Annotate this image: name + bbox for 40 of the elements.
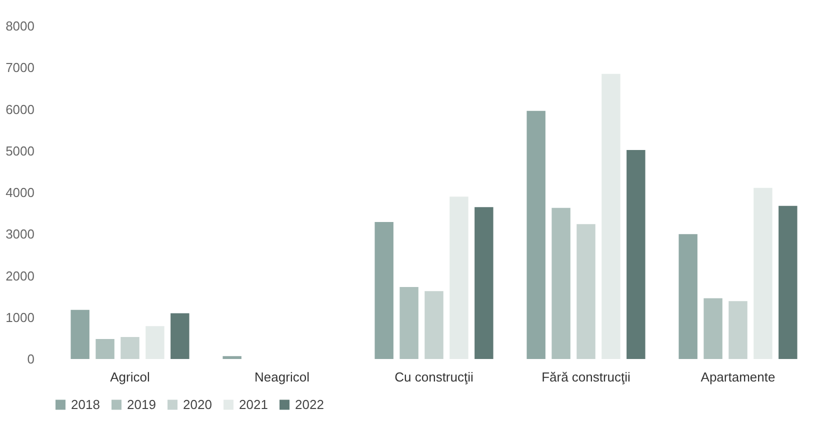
- bar: [626, 150, 646, 359]
- bar: [222, 356, 242, 359]
- bar: [576, 224, 596, 359]
- y-tick-label: 1000: [6, 310, 34, 325]
- bar: [120, 336, 140, 359]
- bar: [526, 110, 546, 359]
- bar: [450, 196, 468, 359]
- bar: [146, 326, 164, 359]
- legend-label: 2019: [127, 396, 156, 412]
- bar: [70, 310, 90, 359]
- y-tick-label: 3000: [6, 226, 34, 242]
- y-tick-label: 5000: [6, 143, 34, 158]
- bar: [778, 206, 798, 359]
- legend-label: 2021: [239, 396, 268, 412]
- x-tick-label: Cu construcţii: [394, 370, 474, 384]
- y-tick-label: 2000: [6, 268, 34, 284]
- bar: [424, 291, 444, 359]
- y-tick-label: 4000: [6, 185, 34, 200]
- bar: [374, 222, 394, 359]
- bar: [400, 286, 418, 359]
- y-tick-label: 0: [27, 352, 34, 366]
- bar: [754, 188, 772, 359]
- y-tick-label: 6000: [6, 102, 34, 117]
- x-tick-label: Neagricol: [254, 370, 310, 384]
- bar: [474, 207, 494, 359]
- y-tick-label: 8000: [6, 18, 34, 34]
- bar: [170, 313, 190, 359]
- bar: [96, 339, 114, 359]
- bar: [602, 74, 620, 359]
- y-tick-label: 7000: [6, 60, 34, 76]
- bar: [678, 234, 698, 359]
- bar: [704, 298, 722, 359]
- x-tick-label: Apartamente: [700, 370, 776, 384]
- legend-label: 2018: [71, 396, 100, 412]
- bar: [728, 301, 748, 359]
- x-tick-label: Agricol: [110, 370, 150, 384]
- legend-label: 2020: [183, 396, 212, 412]
- x-tick-label: Fără construcţii: [542, 370, 631, 384]
- legend-label: 2022: [295, 396, 324, 412]
- bar: [552, 208, 570, 359]
